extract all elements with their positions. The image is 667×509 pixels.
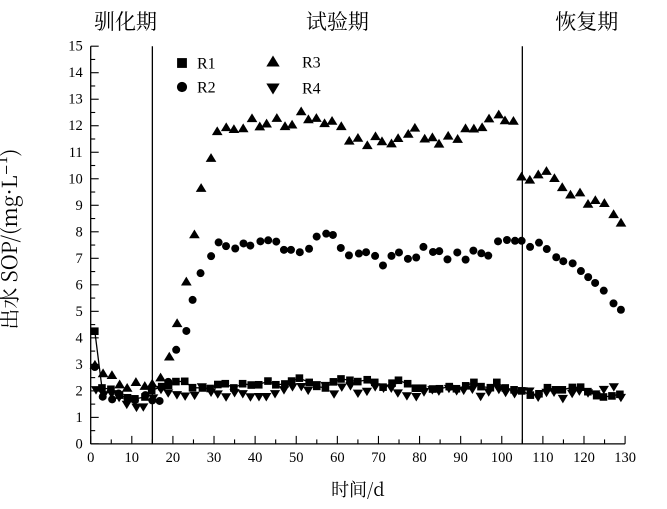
svg-text:30: 30: [207, 450, 222, 466]
svg-text:驯化期: 驯化期: [94, 6, 157, 36]
svg-text:80: 80: [412, 450, 427, 466]
svg-text:出水 SOP/(mg·L⁻¹): 出水 SOP/(mg·L⁻¹): [0, 149, 24, 330]
svg-text:9: 9: [75, 198, 82, 214]
svg-text:10: 10: [68, 171, 83, 187]
svg-text:6: 6: [75, 277, 82, 293]
svg-text:50: 50: [289, 450, 304, 466]
svg-text:100: 100: [491, 450, 513, 466]
svg-text:15: 15: [68, 39, 83, 55]
svg-text:70: 70: [371, 450, 386, 466]
svg-text:3: 3: [75, 357, 82, 373]
svg-text:120: 120: [573, 450, 595, 466]
svg-text:5: 5: [75, 304, 82, 320]
svg-text:恢复期: 恢复期: [555, 6, 618, 36]
svg-text:13: 13: [68, 92, 83, 108]
svg-text:10: 10: [125, 450, 140, 466]
svg-text:14: 14: [68, 65, 83, 81]
svg-text:时间/d: 时间/d: [331, 476, 385, 502]
svg-text:11: 11: [69, 145, 83, 161]
svg-text:60: 60: [330, 450, 345, 466]
svg-text:4: 4: [75, 330, 83, 346]
svg-text:试验期: 试验期: [306, 6, 369, 36]
svg-text:R3: R3: [302, 55, 321, 72]
svg-text:20: 20: [166, 450, 181, 466]
svg-text:R1: R1: [197, 56, 216, 73]
svg-text:0: 0: [87, 450, 94, 466]
svg-text:1: 1: [75, 410, 82, 426]
svg-text:0: 0: [75, 436, 82, 452]
svg-text:110: 110: [532, 450, 553, 466]
svg-text:90: 90: [453, 450, 468, 466]
svg-text:8: 8: [75, 224, 82, 240]
svg-text:12: 12: [68, 118, 83, 134]
svg-text:130: 130: [614, 450, 636, 466]
svg-text:7: 7: [75, 251, 82, 267]
svg-text:40: 40: [248, 450, 263, 466]
svg-text:2: 2: [75, 383, 82, 399]
svg-text:R2: R2: [197, 80, 216, 97]
svg-text:R4: R4: [302, 81, 321, 98]
